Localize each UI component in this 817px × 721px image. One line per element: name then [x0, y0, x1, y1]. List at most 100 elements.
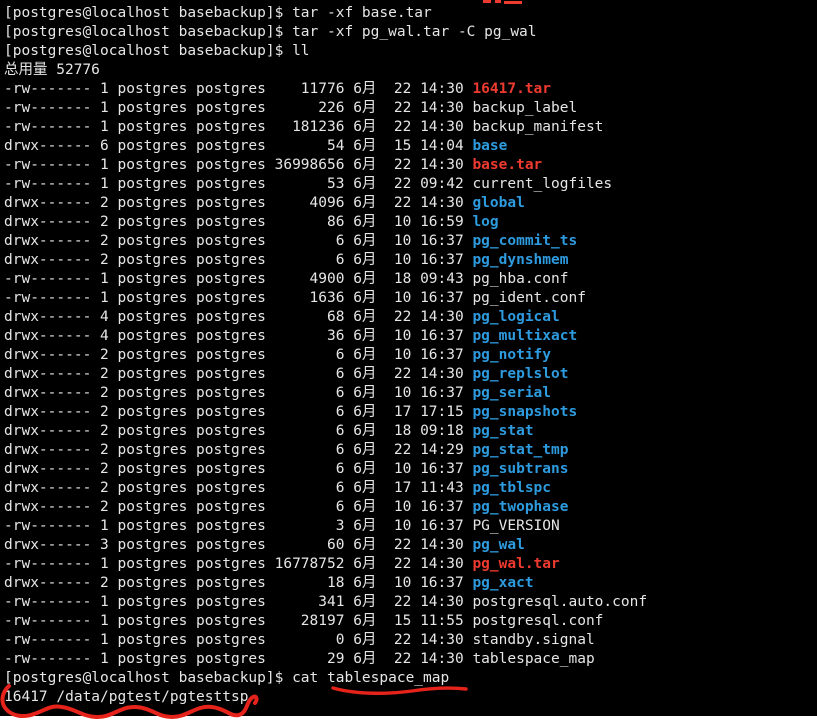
file-name: pg_wal.tar: [472, 556, 560, 572]
file-name: pg_serial: [472, 385, 552, 401]
table-row: drwx------ 4 postgres postgres 36 6月 10 …: [4, 327, 647, 346]
table-row: -rw------- 1 postgres postgres 29 6月 22 …: [4, 650, 647, 669]
command-line-cat: [postgres@localhost basebackup]$ cat tab…: [4, 670, 450, 686]
red-text-fragment: [483, 0, 491, 3]
file-meta: drwx------ 2 postgres postgres 6 6月 10 1…: [4, 461, 473, 477]
file-name: global: [472, 195, 525, 211]
file-meta: drwx------ 2 postgres postgres 86 6月 10 …: [4, 214, 473, 230]
file-meta: drwx------ 6 postgres postgres 54 6月 15 …: [4, 138, 473, 154]
file-meta: drwx------ 2 postgres postgres 18 6月 10 …: [4, 575, 473, 591]
file-meta: drwx------ 3 postgres postgres 60 6月 22 …: [4, 537, 473, 553]
file-name: pg_logical: [472, 309, 560, 325]
file-meta: drwx------ 2 postgres postgres 6 6月 10 1…: [4, 385, 473, 401]
file-name: base: [472, 138, 508, 154]
file-name: pg_hba.conf: [472, 271, 569, 287]
file-meta: -rw------- 1 postgres postgres 16778752 …: [4, 556, 473, 572]
file-name: backup_label: [472, 100, 578, 116]
file-meta: drwx------ 2 postgres postgres 6 6月 17 1…: [4, 480, 473, 496]
table-row: -rw------- 1 postgres postgres 28197 6月 …: [4, 612, 647, 631]
file-name: base.tar: [472, 157, 543, 173]
file-meta: drwx------ 2 postgres postgres 6 6月 18 0…: [4, 423, 473, 439]
table-row: drwx------ 2 postgres postgres 6 6月 10 1…: [4, 460, 647, 479]
file-meta: -rw------- 1 postgres postgres 36998656 …: [4, 157, 473, 173]
table-row: drwx------ 2 postgres postgres 6 6月 10 1…: [4, 384, 647, 403]
table-row: drwx------ 2 postgres postgres 6 6月 22 1…: [4, 441, 647, 460]
clipped-previous-line: [0, 0, 817, 4]
file-name: 16417.tar: [472, 81, 552, 97]
file-name: pg_subtrans: [472, 461, 569, 477]
file-name: log: [472, 214, 499, 230]
table-row: -rw------- 1 postgres postgres 226 6月 22…: [4, 99, 647, 118]
file-meta: -rw------- 1 postgres postgres 29 6月 22 …: [4, 651, 473, 667]
output-line: 16417 /data/pgtest/pgtesttsp: [4, 689, 249, 705]
command-line-untar-wal: [postgres@localhost basebackup]$ tar -xf…: [4, 24, 537, 40]
file-name: pg_twophase: [472, 499, 569, 515]
file-meta: -rw------- 1 postgres postgres 226 6月 22…: [4, 100, 473, 116]
file-name: pg_commit_ts: [472, 233, 578, 249]
file-meta: -rw------- 1 postgres postgres 1636 6月 1…: [4, 290, 473, 306]
file-meta: drwx------ 2 postgres postgres 6 6月 22 1…: [4, 366, 473, 382]
file-name: pg_dynshmem: [472, 252, 569, 268]
red-text-fragment: [504, 1, 522, 4]
file-name: standby.signal: [472, 632, 595, 648]
table-row: -rw------- 1 postgres postgres 1636 6月 1…: [4, 289, 647, 308]
command-line-untar-base: [postgres@localhost basebackup]$ tar -xf…: [4, 5, 432, 21]
file-name: pg_stat: [472, 423, 534, 439]
table-row: drwx------ 2 postgres postgres 6 6月 22 1…: [4, 365, 647, 384]
terminal-output: [postgres@localhost basebackup]$ tar -xf…: [4, 4, 647, 707]
file-meta: -rw------- 1 postgres postgres 3 6月 10 1…: [4, 518, 473, 534]
file-meta: drwx------ 2 postgres postgres 4096 6月 2…: [4, 195, 473, 211]
file-name: pg_multixact: [472, 328, 578, 344]
file-name: pg_replslot: [472, 366, 569, 382]
file-meta: drwx------ 2 postgres postgres 6 6月 10 1…: [4, 233, 473, 249]
file-name: current_logfiles: [472, 176, 613, 192]
file-meta: drwx------ 2 postgres postgres 6 6月 17 1…: [4, 404, 473, 420]
file-meta: -rw------- 1 postgres postgres 341 6月 22…: [4, 594, 473, 610]
file-meta: drwx------ 4 postgres postgres 36 6月 10 …: [4, 328, 473, 344]
file-name: pg_snapshots: [472, 404, 578, 420]
file-name: pg_tblspc: [472, 480, 552, 496]
file-name: pg_xact: [472, 575, 534, 591]
table-row: drwx------ 2 postgres postgres 86 6月 10 …: [4, 213, 647, 232]
file-name: pg_notify: [472, 347, 552, 363]
table-row: drwx------ 6 postgres postgres 54 6月 15 …: [4, 137, 647, 156]
file-meta: drwx------ 2 postgres postgres 6 6月 10 1…: [4, 499, 473, 515]
file-meta: drwx------ 4 postgres postgres 68 6月 22 …: [4, 309, 473, 325]
table-row: -rw------- 1 postgres postgres 3 6月 10 1…: [4, 517, 647, 536]
file-name: postgresql.auto.conf: [472, 594, 648, 610]
command-line-ll: [postgres@localhost basebackup]$ ll: [4, 43, 310, 59]
file-name: backup_manifest: [472, 119, 604, 135]
table-row: -rw------- 1 postgres postgres 36998656 …: [4, 156, 647, 175]
file-name: pg_wal: [472, 537, 525, 553]
table-row: drwx------ 2 postgres postgres 6 6月 10 1…: [4, 346, 647, 365]
file-meta: -rw------- 1 postgres postgres 181236 6月…: [4, 119, 473, 135]
file-meta: -rw------- 1 postgres postgres 53 6月 22 …: [4, 176, 473, 192]
table-row: drwx------ 2 postgres postgres 6 6月 10 1…: [4, 232, 647, 251]
table-row: drwx------ 2 postgres postgres 6 6月 10 1…: [4, 498, 647, 517]
file-name: tablespace_map: [472, 651, 595, 667]
file-meta: -rw------- 1 postgres postgres 0 6月 22 1…: [4, 632, 473, 648]
table-row: drwx------ 2 postgres postgres 18 6月 10 …: [4, 574, 647, 593]
table-row: -rw------- 1 postgres postgres 4900 6月 1…: [4, 270, 647, 289]
total-line: 总用量 52776: [4, 62, 100, 78]
file-name: postgresql.conf: [472, 613, 604, 629]
file-meta: drwx------ 2 postgres postgres 6 6月 10 1…: [4, 252, 473, 268]
file-meta: -rw------- 1 postgres postgres 4900 6月 1…: [4, 271, 473, 287]
file-name: pg_stat_tmp: [472, 442, 569, 458]
table-row: drwx------ 2 postgres postgres 6 6月 10 1…: [4, 251, 647, 270]
table-row: drwx------ 4 postgres postgres 68 6月 22 …: [4, 308, 647, 327]
table-row: -rw------- 1 postgres postgres 181236 6月…: [4, 118, 647, 137]
table-row: drwx------ 2 postgres postgres 6 6月 18 0…: [4, 422, 647, 441]
red-text-fragment: [495, 0, 501, 3]
table-row: -rw------- 1 postgres postgres 341 6月 22…: [4, 593, 647, 612]
table-row: -rw------- 1 postgres postgres 16778752 …: [4, 555, 647, 574]
file-meta: -rw------- 1 postgres postgres 11776 6月 …: [4, 81, 473, 97]
file-name: pg_ident.conf: [472, 290, 586, 306]
file-name: PG_VERSION: [472, 518, 560, 534]
table-row: drwx------ 3 postgres postgres 60 6月 22 …: [4, 536, 647, 555]
file-meta: -rw------- 1 postgres postgres 28197 6月 …: [4, 613, 473, 629]
table-row: drwx------ 2 postgres postgres 6 6月 17 1…: [4, 479, 647, 498]
table-row: drwx------ 2 postgres postgres 4096 6月 2…: [4, 194, 647, 213]
